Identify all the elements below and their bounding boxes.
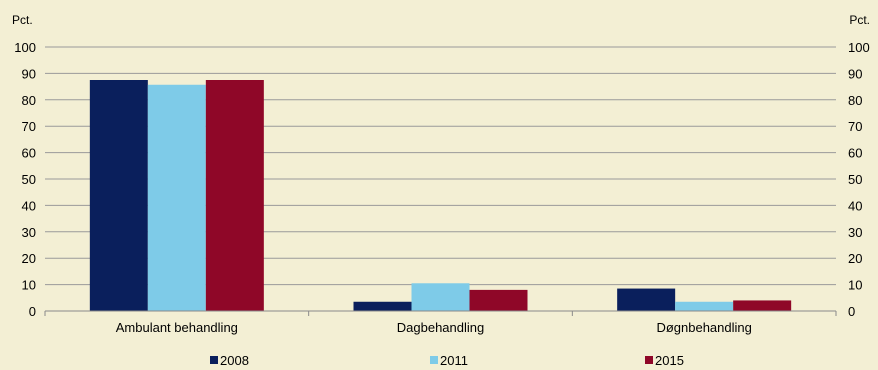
category-labels: Ambulant behandling Dagbehandling Døgnbeha… — [116, 320, 752, 335]
y-tick-label-right: 60 — [848, 146, 862, 161]
bar-2008-2 — [617, 288, 676, 311]
legend-item-2011: 2011 — [430, 353, 468, 368]
bar-2015-0 — [205, 80, 264, 311]
legend-item-2015: 2015 — [645, 353, 684, 368]
y-tick-label-left: 100 — [14, 40, 36, 55]
bar-2011-0 — [147, 84, 206, 311]
y-tick-label-left: 50 — [22, 172, 36, 187]
bar-2011-1 — [411, 283, 470, 311]
bars — [89, 80, 792, 311]
legend: 2008 2011 2015 — [210, 353, 684, 368]
y-tick-label-right: 20 — [848, 251, 862, 266]
y-tick-label-left: 70 — [22, 119, 36, 134]
y-tick-label-left: 0 — [29, 304, 36, 319]
category-label: Dagbehandling — [397, 320, 484, 335]
legend-swatch — [645, 356, 653, 364]
legend-label: 2011 — [440, 353, 468, 368]
y-tick-label-right: 30 — [848, 225, 862, 240]
x-axis — [44, 310, 837, 316]
y-tick-label-left: 10 — [22, 278, 36, 293]
y-tick-label-right: 100 — [848, 40, 870, 55]
y-tick-label-left: 30 — [22, 225, 36, 240]
legend-swatch — [210, 356, 218, 364]
y-tick-label-left: 20 — [22, 251, 36, 266]
bar-2008-1 — [353, 301, 412, 311]
bar-2008-0 — [89, 80, 148, 311]
y-tick-label-right: 50 — [848, 172, 862, 187]
y-tick-label-right: 0 — [848, 304, 855, 319]
y-tick-label-right: 70 — [848, 119, 862, 134]
legend-swatch — [430, 356, 438, 364]
y-tick-label-right: 10 — [848, 278, 862, 293]
category-label: Ambulant behandling — [116, 320, 238, 335]
bar-2015-2 — [733, 300, 792, 311]
category-label: Døgnbehandling — [656, 320, 751, 335]
y-axis-unit-right: Pct. — [849, 13, 870, 27]
y-tick-label-left: 40 — [22, 198, 36, 213]
y-tick-label-left: 60 — [22, 146, 36, 161]
y-tick-label-right: 80 — [848, 93, 862, 108]
y-axis-ticks: 0 0 10 10 20 20 30 30 40 40 50 50 60 60 70 70 80 80 90 90 10… — [14, 40, 869, 319]
legend-label: 2015 — [655, 353, 684, 368]
legend-label: 2008 — [220, 353, 249, 368]
y-tick-label-right: 90 — [848, 66, 862, 81]
y-tick-label-left: 80 — [22, 93, 36, 108]
legend-item-2008: 2008 — [210, 353, 249, 368]
bar-2011-2 — [675, 301, 734, 311]
y-tick-label-left: 90 — [22, 66, 36, 81]
y-tick-label-right: 40 — [848, 198, 862, 213]
bar-2015-1 — [469, 289, 528, 311]
y-axis-unit-left: Pct. — [12, 13, 33, 27]
